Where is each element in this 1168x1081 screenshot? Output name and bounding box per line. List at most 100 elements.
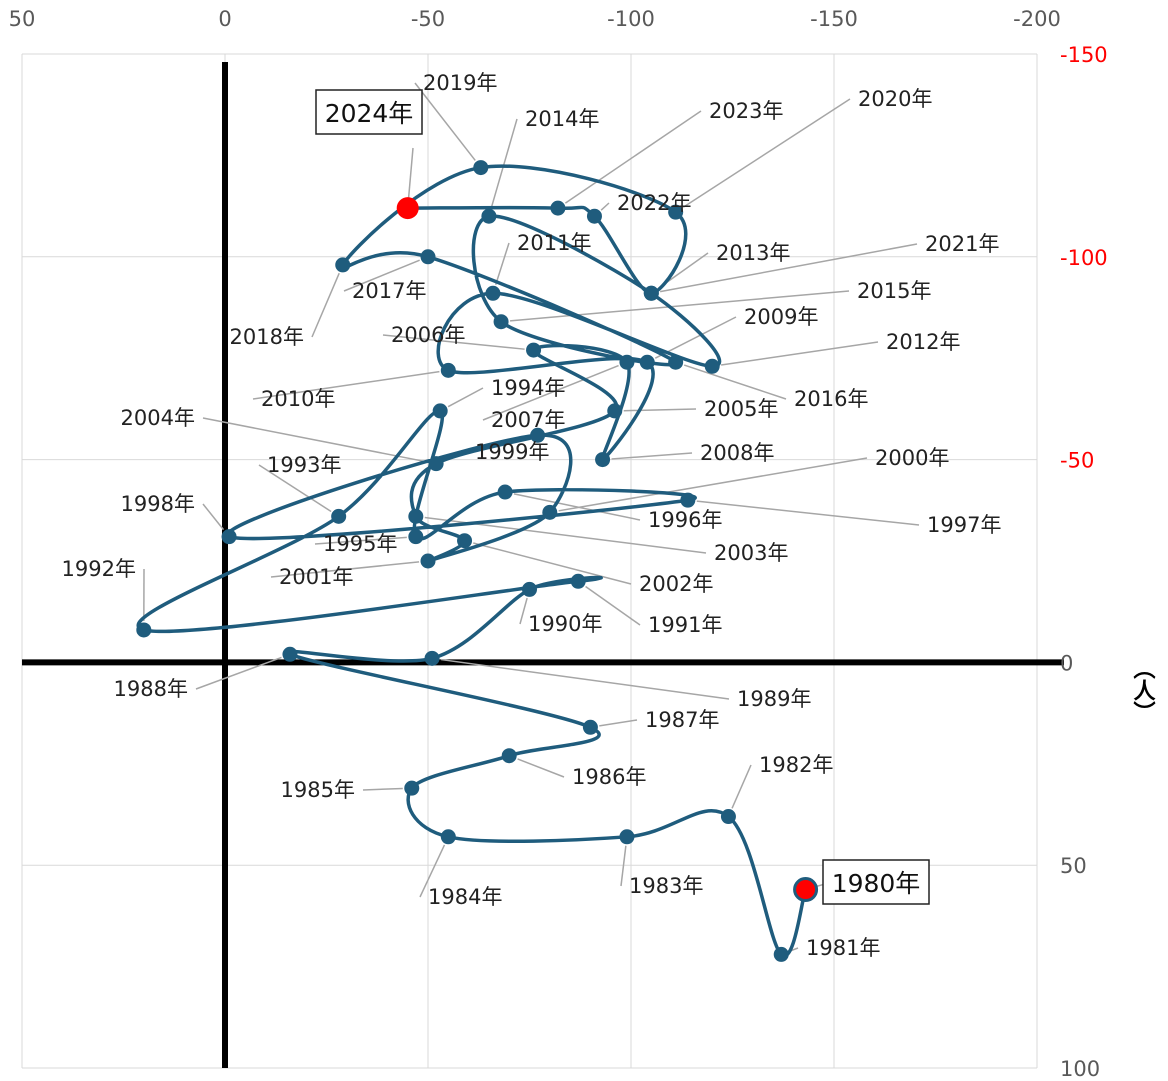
leader-line xyxy=(611,452,693,460)
point-label: 2014年 xyxy=(525,107,599,131)
leader-line xyxy=(519,597,528,625)
leader-line xyxy=(623,408,697,412)
leader-line xyxy=(362,787,403,791)
leader-line xyxy=(731,764,752,809)
data-markers xyxy=(136,160,819,962)
leader-line xyxy=(494,242,510,285)
data-marker xyxy=(481,208,497,224)
data-marker xyxy=(595,452,611,468)
point-label: 2003年 xyxy=(714,541,788,565)
y-tick-label: -150 xyxy=(1060,43,1108,67)
data-marker xyxy=(408,508,424,524)
point-label: 2006年 xyxy=(391,323,465,347)
highlight-marker xyxy=(793,877,819,903)
point-label: 2001年 xyxy=(279,565,353,589)
y-tick-label: 100 xyxy=(1060,1057,1100,1081)
point-label: 1983年 xyxy=(629,874,703,898)
leader-line xyxy=(683,364,787,400)
leader-line xyxy=(517,758,565,778)
point-label: 1992年 xyxy=(62,557,136,581)
point-label: 2007年 xyxy=(491,408,565,432)
data-marker xyxy=(639,354,655,370)
data-marker xyxy=(473,160,489,176)
data-marker xyxy=(432,403,448,419)
x-tick-label: -150 xyxy=(810,7,858,31)
data-marker xyxy=(420,249,436,265)
data-marker xyxy=(582,719,598,735)
x-tick-label: -100 xyxy=(607,7,655,31)
point-label: 1986年 xyxy=(572,765,646,789)
point-label: 1990年 xyxy=(528,612,602,636)
data-marker xyxy=(668,354,684,370)
point-label: 1997年 xyxy=(927,513,1001,537)
leader-line xyxy=(558,457,868,512)
leader-line xyxy=(202,417,428,463)
x-tick-label: -200 xyxy=(1013,7,1061,31)
leader-line xyxy=(599,719,638,727)
data-marker xyxy=(542,504,558,520)
point-label: 1998年 xyxy=(121,492,195,516)
leader-line xyxy=(407,147,414,200)
data-marker xyxy=(704,358,720,374)
leader-line xyxy=(202,503,225,531)
point-label: 1984年 xyxy=(428,885,502,909)
leader-line xyxy=(382,334,525,350)
data-marker xyxy=(586,208,602,224)
data-marker xyxy=(493,314,509,330)
point-label: 2013年 xyxy=(716,241,790,265)
point-label: 2022年 xyxy=(617,191,691,215)
data-marker xyxy=(720,809,736,825)
leader-line xyxy=(195,656,282,690)
data-marker xyxy=(550,200,566,216)
leader-line xyxy=(482,364,619,421)
point-label: 1991年 xyxy=(648,613,722,637)
data-marker xyxy=(526,342,542,358)
point-label: 1987年 xyxy=(645,708,719,732)
y-tick-label: 0 xyxy=(1060,651,1073,675)
point-label: 1989年 xyxy=(737,687,811,711)
data-marker xyxy=(773,946,789,962)
leader-line xyxy=(343,259,420,292)
y-tick-label: 50 xyxy=(1060,854,1087,878)
point-label: 2024年 xyxy=(325,99,414,128)
zero-axes xyxy=(22,62,1064,1068)
point-label: 1995年 xyxy=(323,532,397,556)
point-label: 1999年 xyxy=(475,440,549,464)
point-label: 2017年 xyxy=(352,279,426,303)
point-label: 2004年 xyxy=(121,406,195,430)
data-marker xyxy=(497,484,513,500)
point-label: 2011年 xyxy=(517,231,591,255)
point-label: 1993年 xyxy=(267,453,341,477)
point-label: 2012年 xyxy=(886,330,960,354)
leader-line xyxy=(682,98,851,208)
point-label: 2018年 xyxy=(230,325,304,349)
data-marker xyxy=(404,780,420,796)
data-marker xyxy=(335,257,351,273)
point-label: 2009年 xyxy=(744,305,818,329)
y-tick-label: -50 xyxy=(1060,449,1094,473)
series-path xyxy=(136,164,808,958)
data-marker xyxy=(424,650,440,666)
leader-line xyxy=(473,542,632,585)
point-label: 1982年 xyxy=(759,753,833,777)
data-marker xyxy=(522,581,537,597)
point-label: 1985年 xyxy=(281,778,355,802)
data-marker xyxy=(485,285,501,301)
highlight-marker xyxy=(396,197,419,220)
axis-tick-labels: 50 0 -50 -100 -150 -200 -150 -100 -50 0 50 100 xyxy=(9,7,1108,1081)
point-label: 1996年 xyxy=(648,508,722,532)
data-marker xyxy=(668,204,684,220)
point-label: 2021年 xyxy=(925,232,999,256)
point-label: 2005年 xyxy=(704,397,778,421)
leader-line xyxy=(660,243,918,293)
leader-line xyxy=(585,585,641,626)
y-tick-label: -100 xyxy=(1060,246,1108,270)
leader-line xyxy=(620,845,627,887)
leader-line xyxy=(696,500,920,526)
data-marker xyxy=(607,403,623,419)
leader-line xyxy=(440,658,730,700)
y-axis-label: （人） xyxy=(1130,657,1156,723)
leader-line xyxy=(509,290,850,322)
point-label: 2008年 xyxy=(700,441,774,465)
leader-line xyxy=(419,844,446,898)
